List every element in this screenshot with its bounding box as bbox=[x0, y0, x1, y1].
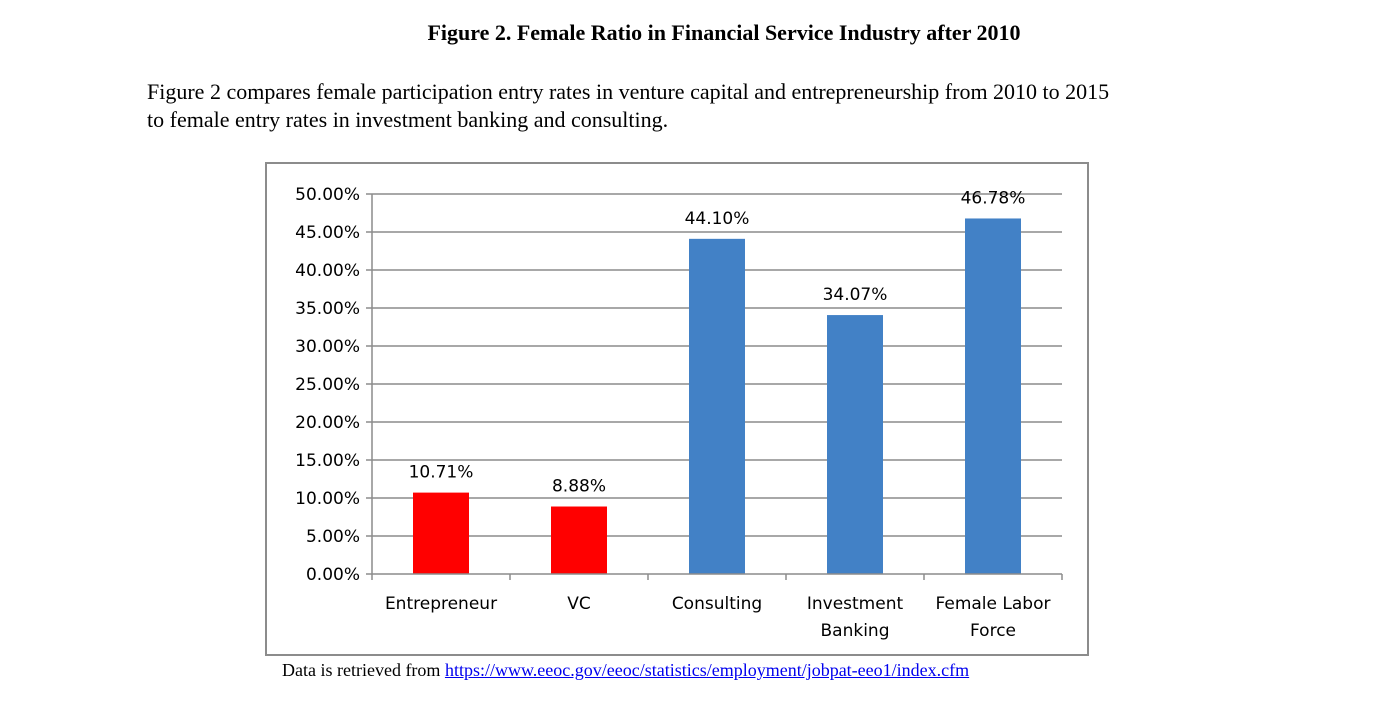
bar bbox=[413, 492, 469, 574]
y-tick-label: 5.00% bbox=[306, 527, 360, 547]
x-category-label-line: Female Labor bbox=[936, 594, 1051, 614]
bar bbox=[965, 218, 1021, 575]
source-link[interactable]: https://www.eeoc.gov/eeoc/statistics/emp… bbox=[444, 660, 970, 680]
y-tick-label: 40.00% bbox=[295, 261, 360, 281]
data-source: Data is retrieved from https://www.eeoc.… bbox=[282, 660, 969, 681]
x-category-label-line: Investment bbox=[807, 594, 904, 614]
figure-caption: Figure 2 compares female participation e… bbox=[147, 78, 1267, 134]
x-category-label: Entrepreneur bbox=[385, 594, 497, 614]
bar-chart: 0.00% 5.00% 10.00% 15.00% 20.00% 25.00% 30.00%… bbox=[265, 162, 1089, 656]
y-tick-label: 50.00% bbox=[295, 185, 360, 205]
source-prefix: Data is retrieved from bbox=[282, 660, 445, 680]
x-category-label-line: VC bbox=[567, 594, 591, 614]
x-category-label: Investment Banking bbox=[807, 594, 904, 641]
x-category-label: Consulting bbox=[672, 594, 762, 614]
y-tick-label: 15.00% bbox=[295, 451, 360, 471]
data-label: 8.88% bbox=[552, 477, 606, 497]
y-tick-label: 45.00% bbox=[295, 223, 360, 243]
caption-line-1: Figure 2 compares female participation e… bbox=[147, 79, 1110, 104]
bar bbox=[689, 238, 745, 574]
x-category-label-line: Banking bbox=[821, 621, 890, 641]
data-label: 10.71% bbox=[409, 463, 474, 483]
bar-chart-svg: 0.00% 5.00% 10.00% 15.00% 20.00% 25.00% 30.00%… bbox=[295, 185, 1063, 641]
y-tick-label: 0.00% bbox=[306, 565, 360, 585]
x-category-label: Female Labor Force bbox=[936, 594, 1051, 641]
y-tick-label: 10.00% bbox=[295, 489, 360, 509]
data-label: 44.10% bbox=[685, 209, 750, 229]
x-category-label-line: Force bbox=[970, 621, 1016, 641]
y-tick-label: 30.00% bbox=[295, 337, 360, 357]
figure-title: Figure 2. Female Ratio in Financial Serv… bbox=[427, 20, 1021, 45]
y-tick-label: 20.00% bbox=[295, 413, 360, 433]
bar bbox=[551, 506, 607, 574]
caption-line-2: to female entry rates in investment bank… bbox=[147, 107, 669, 132]
y-tick-label: 25.00% bbox=[295, 375, 360, 395]
x-category-label-line: Entrepreneur bbox=[385, 594, 497, 614]
bar bbox=[827, 315, 883, 574]
x-category-label-line: Consulting bbox=[672, 594, 762, 614]
x-category-label: VC bbox=[567, 594, 591, 614]
data-label: 46.78% bbox=[961, 188, 1026, 208]
y-tick-label: 35.00% bbox=[295, 299, 360, 319]
data-label: 34.07% bbox=[823, 285, 888, 305]
